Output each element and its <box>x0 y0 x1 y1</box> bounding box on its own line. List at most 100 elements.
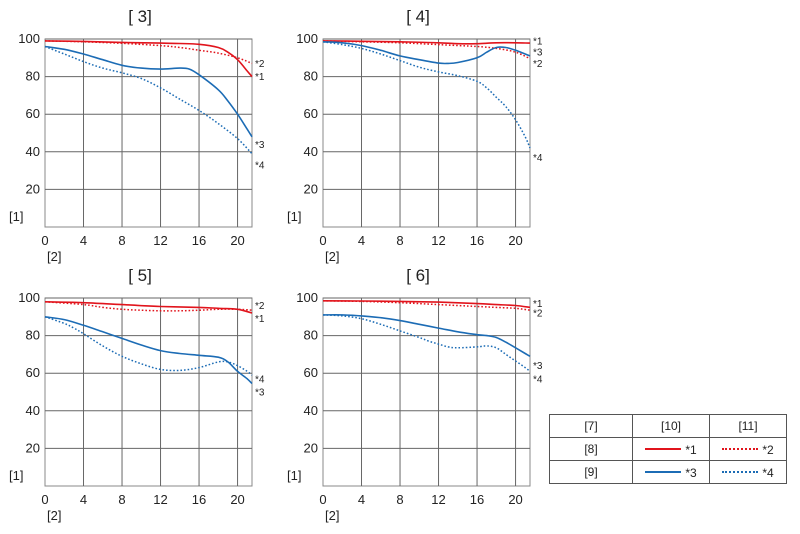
legend-row: [8] *1 *2 <box>549 437 787 461</box>
chart-panel: 0 4 8 12 16 20 20 40 60 80 100 [ 4] [1] [2] *1*3*2 *4 <box>287 7 543 264</box>
series-line-star3 <box>44 45 253 138</box>
y-tick-label: 80 <box>26 69 40 84</box>
legend-item-label: *2 <box>762 442 774 457</box>
legend-item: *4 <box>709 460 787 484</box>
series-line-star1 <box>322 40 531 45</box>
y-tick-label: 80 <box>304 69 318 84</box>
series-end-label: *3 <box>255 388 265 399</box>
x-axis-label: [2] <box>325 508 339 523</box>
series-end-label: *3 <box>255 140 265 151</box>
series-end-label: *2 <box>255 59 265 70</box>
y-tick-label: 60 <box>304 106 318 121</box>
y-tick-label: 80 <box>26 328 40 343</box>
series-line-star2 <box>44 301 253 312</box>
x-tick-label: 12 <box>431 233 445 248</box>
x-axis-label: [2] <box>47 249 61 264</box>
series-end-label: *4 <box>533 153 543 164</box>
legend-row: [9] *3 *4 <box>549 460 787 484</box>
y-tick-label: 40 <box>304 403 318 418</box>
series-end-label: *2 <box>255 301 265 312</box>
legend-swatch <box>645 471 682 474</box>
y-tick-label: 20 <box>26 440 40 455</box>
series-end-label: *4 <box>255 374 265 385</box>
series-line-star3 <box>44 316 253 385</box>
x-tick-label: 8 <box>396 492 403 507</box>
x-tick-label: 16 <box>192 233 206 248</box>
x-tick-label: 8 <box>396 233 403 248</box>
series-end-label: *3 <box>533 361 543 372</box>
x-tick-label: 20 <box>230 233 244 248</box>
x-tick-label: 4 <box>358 492 365 507</box>
chart-panel: 0 4 8 12 16 20 20 40 60 80 100 [ 6] [1] [2] *1*2 *3 *4 <box>287 266 543 523</box>
y-axis-label: [1] <box>9 209 23 224</box>
series-line-star2 <box>44 40 253 65</box>
plot-frame <box>44 38 253 228</box>
x-tick-label: 12 <box>153 233 167 248</box>
y-tick-label: 40 <box>26 144 40 159</box>
x-tick-label: 20 <box>230 492 244 507</box>
x-tick-label: 12 <box>153 492 167 507</box>
legend-header-cell: [7] <box>549 414 633 438</box>
y-tick-label: 80 <box>304 328 318 343</box>
plot-frame <box>44 297 253 487</box>
legend-item: *1 <box>632 437 710 461</box>
x-tick-label: 16 <box>470 233 484 248</box>
x-tick-label: 16 <box>192 492 206 507</box>
chart-panel: 0 4 8 12 16 20 20 40 60 80 100 [ 5] [1] [2] *2 *1 *4 *3 <box>9 266 265 523</box>
y-tick-label: 20 <box>304 440 318 455</box>
legend-item-label: *4 <box>762 465 774 480</box>
x-tick-label: 0 <box>319 492 326 507</box>
legend-row-label: [9] <box>549 460 633 484</box>
x-tick-label: 12 <box>431 492 445 507</box>
y-tick-label: 60 <box>26 365 40 380</box>
y-tick-label: 60 <box>304 365 318 380</box>
legend-header-cell: [11] <box>709 414 787 438</box>
legend-item-label: *1 <box>685 442 697 457</box>
y-axis-label: [1] <box>287 209 301 224</box>
x-tick-label: 16 <box>470 492 484 507</box>
y-tick-label: 20 <box>304 181 318 196</box>
series-line-star1 <box>44 301 253 314</box>
series-line-star4 <box>44 316 253 376</box>
x-tick-label: 20 <box>508 233 522 248</box>
series-end-label: *2 <box>533 59 543 70</box>
y-axis-label: [1] <box>9 468 23 483</box>
series-end-label: *4 <box>255 160 265 171</box>
series-end-label: *3 <box>533 48 543 59</box>
series-end-label: *2 <box>533 309 543 320</box>
plot-frame <box>322 38 531 228</box>
series-line-star2 <box>322 40 531 60</box>
legend-swatch <box>645 448 682 451</box>
x-tick-label: 0 <box>41 233 48 248</box>
chart-title: [ 4] <box>406 7 430 26</box>
x-tick-label: 4 <box>80 233 87 248</box>
legend-header-row: [7] [10] [11] <box>549 414 787 438</box>
series-line-star2 <box>322 300 531 311</box>
y-axis-label: [1] <box>287 468 301 483</box>
y-tick-label: 40 <box>26 403 40 418</box>
y-tick-label: 20 <box>26 181 40 196</box>
legend-row-label: [8] <box>549 437 633 461</box>
chart-title: [ 3] <box>128 7 152 26</box>
y-tick-label: 40 <box>304 144 318 159</box>
x-tick-label: 0 <box>41 492 48 507</box>
series-line-star4 <box>322 41 531 149</box>
x-tick-label: 20 <box>508 492 522 507</box>
x-tick-label: 8 <box>118 233 125 248</box>
series-line-star4 <box>44 45 253 155</box>
x-tick-label: 0 <box>319 233 326 248</box>
series-end-label: *4 <box>533 374 543 385</box>
series-end-label: *1 <box>255 314 265 325</box>
y-tick-label: 100 <box>18 290 40 305</box>
y-tick-label: 100 <box>296 290 318 305</box>
chart-title: [ 5] <box>128 266 152 285</box>
series-line-star3 <box>322 314 531 357</box>
chart-panel: 0 4 8 12 16 20 20 40 60 80 100 [ 3] [1] [2] *2 *1 *3 *4 <box>9 7 265 264</box>
x-tick-label: 4 <box>80 492 87 507</box>
legend-item: *2 <box>709 437 787 461</box>
series-line-star3 <box>322 41 531 65</box>
y-tick-label: 100 <box>296 31 318 46</box>
series-line-star4 <box>322 314 531 372</box>
legend-item: *3 <box>632 460 710 484</box>
